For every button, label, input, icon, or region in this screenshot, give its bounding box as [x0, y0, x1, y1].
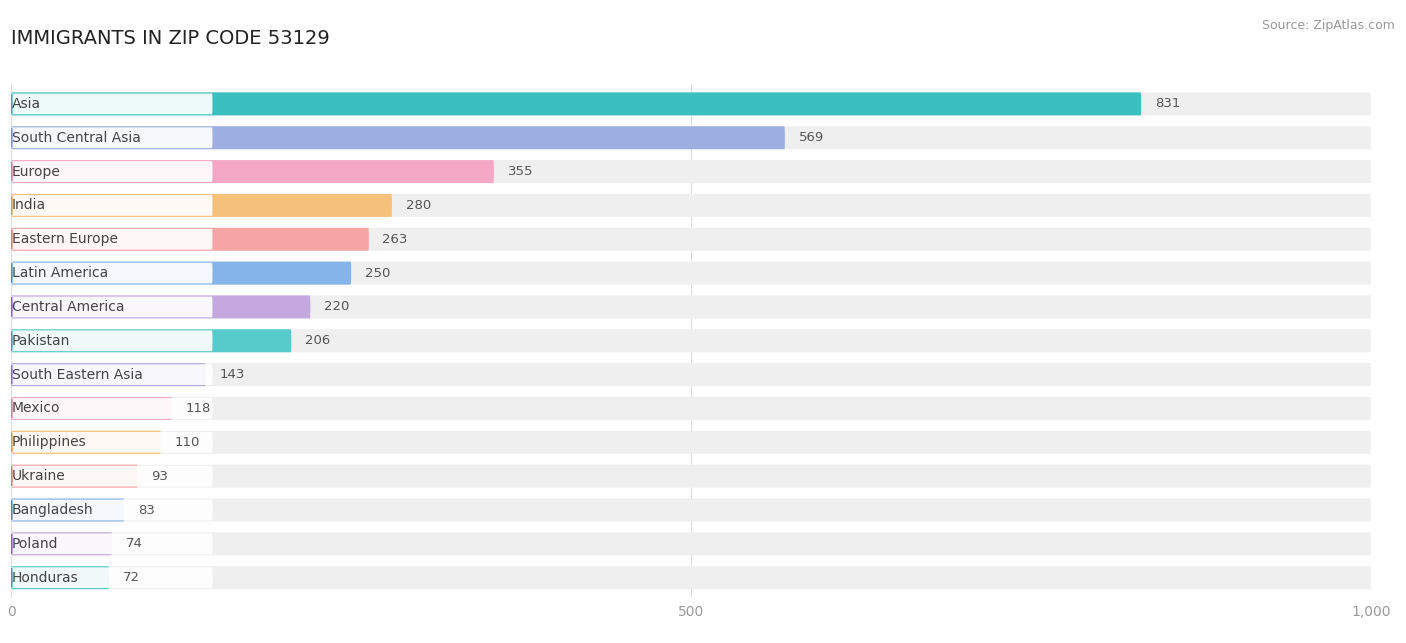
FancyBboxPatch shape	[8, 432, 212, 453]
FancyBboxPatch shape	[11, 295, 1371, 318]
Text: 143: 143	[219, 368, 245, 381]
FancyBboxPatch shape	[11, 194, 1371, 217]
FancyBboxPatch shape	[8, 567, 212, 588]
Text: 118: 118	[186, 402, 211, 415]
Text: 831: 831	[1154, 97, 1180, 111]
FancyBboxPatch shape	[8, 263, 212, 284]
FancyBboxPatch shape	[11, 566, 110, 589]
Text: 74: 74	[125, 538, 142, 550]
FancyBboxPatch shape	[8, 195, 212, 216]
FancyBboxPatch shape	[11, 329, 291, 352]
FancyBboxPatch shape	[8, 127, 212, 148]
Text: Mexico: Mexico	[13, 401, 60, 415]
FancyBboxPatch shape	[8, 398, 212, 419]
FancyBboxPatch shape	[11, 194, 392, 217]
Text: 263: 263	[382, 233, 408, 246]
FancyBboxPatch shape	[8, 296, 212, 317]
FancyBboxPatch shape	[11, 262, 352, 285]
Text: Pakistan: Pakistan	[13, 334, 70, 348]
FancyBboxPatch shape	[11, 228, 368, 251]
Text: Central America: Central America	[13, 300, 125, 314]
Text: 83: 83	[138, 503, 155, 516]
FancyBboxPatch shape	[8, 331, 212, 351]
Text: India: India	[13, 199, 46, 212]
FancyBboxPatch shape	[11, 566, 1371, 589]
FancyBboxPatch shape	[8, 229, 212, 249]
FancyBboxPatch shape	[11, 160, 494, 183]
FancyBboxPatch shape	[8, 534, 212, 554]
FancyBboxPatch shape	[11, 465, 1371, 487]
Text: 93: 93	[152, 469, 169, 483]
FancyBboxPatch shape	[11, 397, 172, 420]
FancyBboxPatch shape	[11, 329, 1371, 352]
FancyBboxPatch shape	[11, 93, 1371, 115]
FancyBboxPatch shape	[11, 498, 124, 521]
FancyBboxPatch shape	[8, 93, 212, 114]
Text: 250: 250	[364, 267, 389, 280]
FancyBboxPatch shape	[11, 363, 205, 386]
Text: South Central Asia: South Central Asia	[13, 131, 141, 145]
FancyBboxPatch shape	[11, 532, 112, 556]
Text: 280: 280	[405, 199, 430, 212]
FancyBboxPatch shape	[11, 126, 785, 149]
FancyBboxPatch shape	[8, 161, 212, 182]
FancyBboxPatch shape	[11, 397, 1371, 420]
FancyBboxPatch shape	[11, 295, 311, 318]
FancyBboxPatch shape	[11, 93, 1142, 115]
FancyBboxPatch shape	[11, 532, 1371, 556]
Text: Eastern Europe: Eastern Europe	[13, 232, 118, 246]
FancyBboxPatch shape	[8, 365, 212, 385]
Text: 220: 220	[323, 300, 349, 313]
FancyBboxPatch shape	[11, 126, 1371, 149]
FancyBboxPatch shape	[11, 160, 1371, 183]
FancyBboxPatch shape	[11, 431, 160, 454]
Text: Europe: Europe	[13, 165, 60, 179]
Text: Latin America: Latin America	[13, 266, 108, 280]
Text: 569: 569	[799, 131, 824, 144]
Text: 110: 110	[174, 436, 200, 449]
Text: 72: 72	[122, 571, 139, 584]
FancyBboxPatch shape	[11, 498, 1371, 521]
Text: Honduras: Honduras	[13, 571, 79, 584]
FancyBboxPatch shape	[11, 228, 1371, 251]
Text: IMMIGRANTS IN ZIP CODE 53129: IMMIGRANTS IN ZIP CODE 53129	[11, 29, 330, 48]
Text: Asia: Asia	[13, 97, 41, 111]
FancyBboxPatch shape	[8, 466, 212, 487]
FancyBboxPatch shape	[11, 262, 1371, 285]
Text: South Eastern Asia: South Eastern Asia	[13, 368, 143, 382]
Text: Poland: Poland	[13, 537, 59, 551]
FancyBboxPatch shape	[11, 363, 1371, 386]
FancyBboxPatch shape	[11, 465, 138, 487]
Text: Philippines: Philippines	[13, 435, 87, 449]
Text: 206: 206	[305, 334, 330, 347]
FancyBboxPatch shape	[8, 500, 212, 520]
FancyBboxPatch shape	[11, 431, 1371, 454]
Text: Bangladesh: Bangladesh	[13, 503, 94, 517]
Text: Ukraine: Ukraine	[13, 469, 66, 483]
Text: Source: ZipAtlas.com: Source: ZipAtlas.com	[1261, 19, 1395, 32]
Text: 355: 355	[508, 165, 533, 178]
